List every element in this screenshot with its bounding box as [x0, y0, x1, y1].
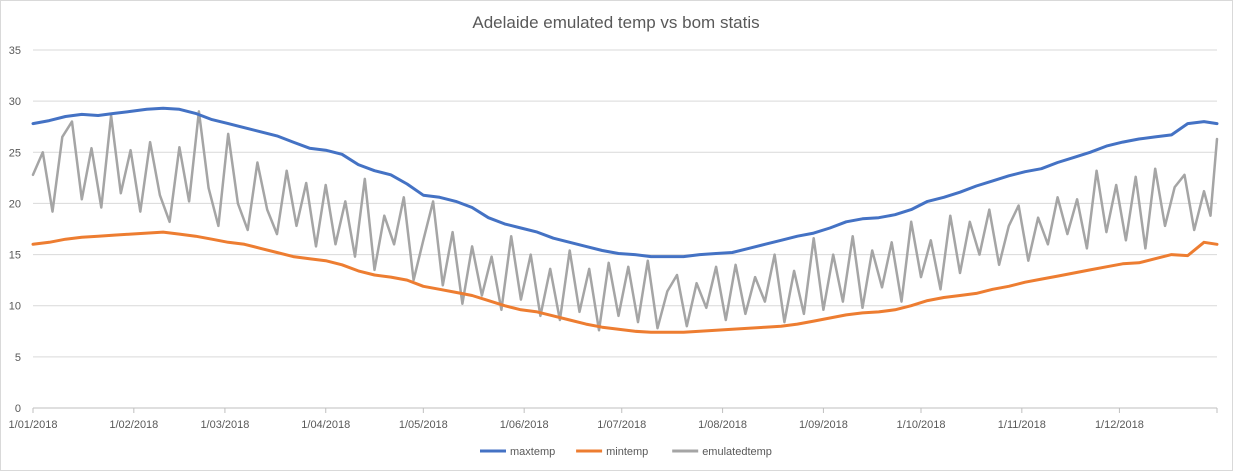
y-tick-label: 30: [9, 96, 21, 108]
x-tick-label: 1/04/2018: [301, 419, 350, 431]
x-tick-label: 1/03/2018: [200, 419, 249, 431]
y-tick-label: 25: [9, 147, 21, 159]
x-axis: 1/01/2018 1/02/2018 1/03/2018 1/04/2018 1/05…: [9, 407, 1218, 431]
y-tick-label: 35: [9, 45, 21, 57]
x-tick-label: 1/10/2018: [897, 419, 946, 431]
series-line-emulatedtemp: [31, 110, 1219, 332]
x-tick-label: 1/05/2018: [399, 419, 448, 431]
series-line-mintemp: [31, 230, 1219, 334]
x-tick-label: 1/07/2018: [597, 419, 646, 431]
x-tick-label: 1/02/2018: [109, 419, 158, 431]
y-tick-label: 10: [9, 301, 21, 313]
legend-label-emulatedtemp: emulatedtemp: [702, 446, 772, 458]
y-tick-label: 5: [15, 352, 21, 364]
x-tick-label: 1/09/2018: [799, 419, 848, 431]
chart-title: Adelaide emulated temp vs bom statis: [472, 13, 759, 32]
series-lines: [31, 106, 1219, 334]
x-tick-label: 1/11/2018: [998, 419, 1046, 431]
y-tick-label: 20: [9, 198, 21, 210]
y-tick-label: 0: [15, 403, 21, 415]
x-tick-label: 1/08/2018: [698, 419, 747, 431]
x-tick-label: 1/06/2018: [500, 419, 549, 431]
series-line-maxtemp: [31, 106, 1219, 259]
legend-label-mintemp: mintemp: [606, 446, 648, 458]
x-tick-label: 1/01/2018: [9, 419, 58, 431]
y-axis-tick-labels: 0 5 10 15 20 25 30 35: [9, 45, 21, 415]
y-tick-label: 15: [9, 250, 21, 262]
legend-label-maxtemp: maxtemp: [510, 446, 555, 458]
x-tick-label: 1/12/2018: [1095, 419, 1144, 431]
legend: maxtemp mintemp emulatedtemp: [480, 446, 772, 458]
